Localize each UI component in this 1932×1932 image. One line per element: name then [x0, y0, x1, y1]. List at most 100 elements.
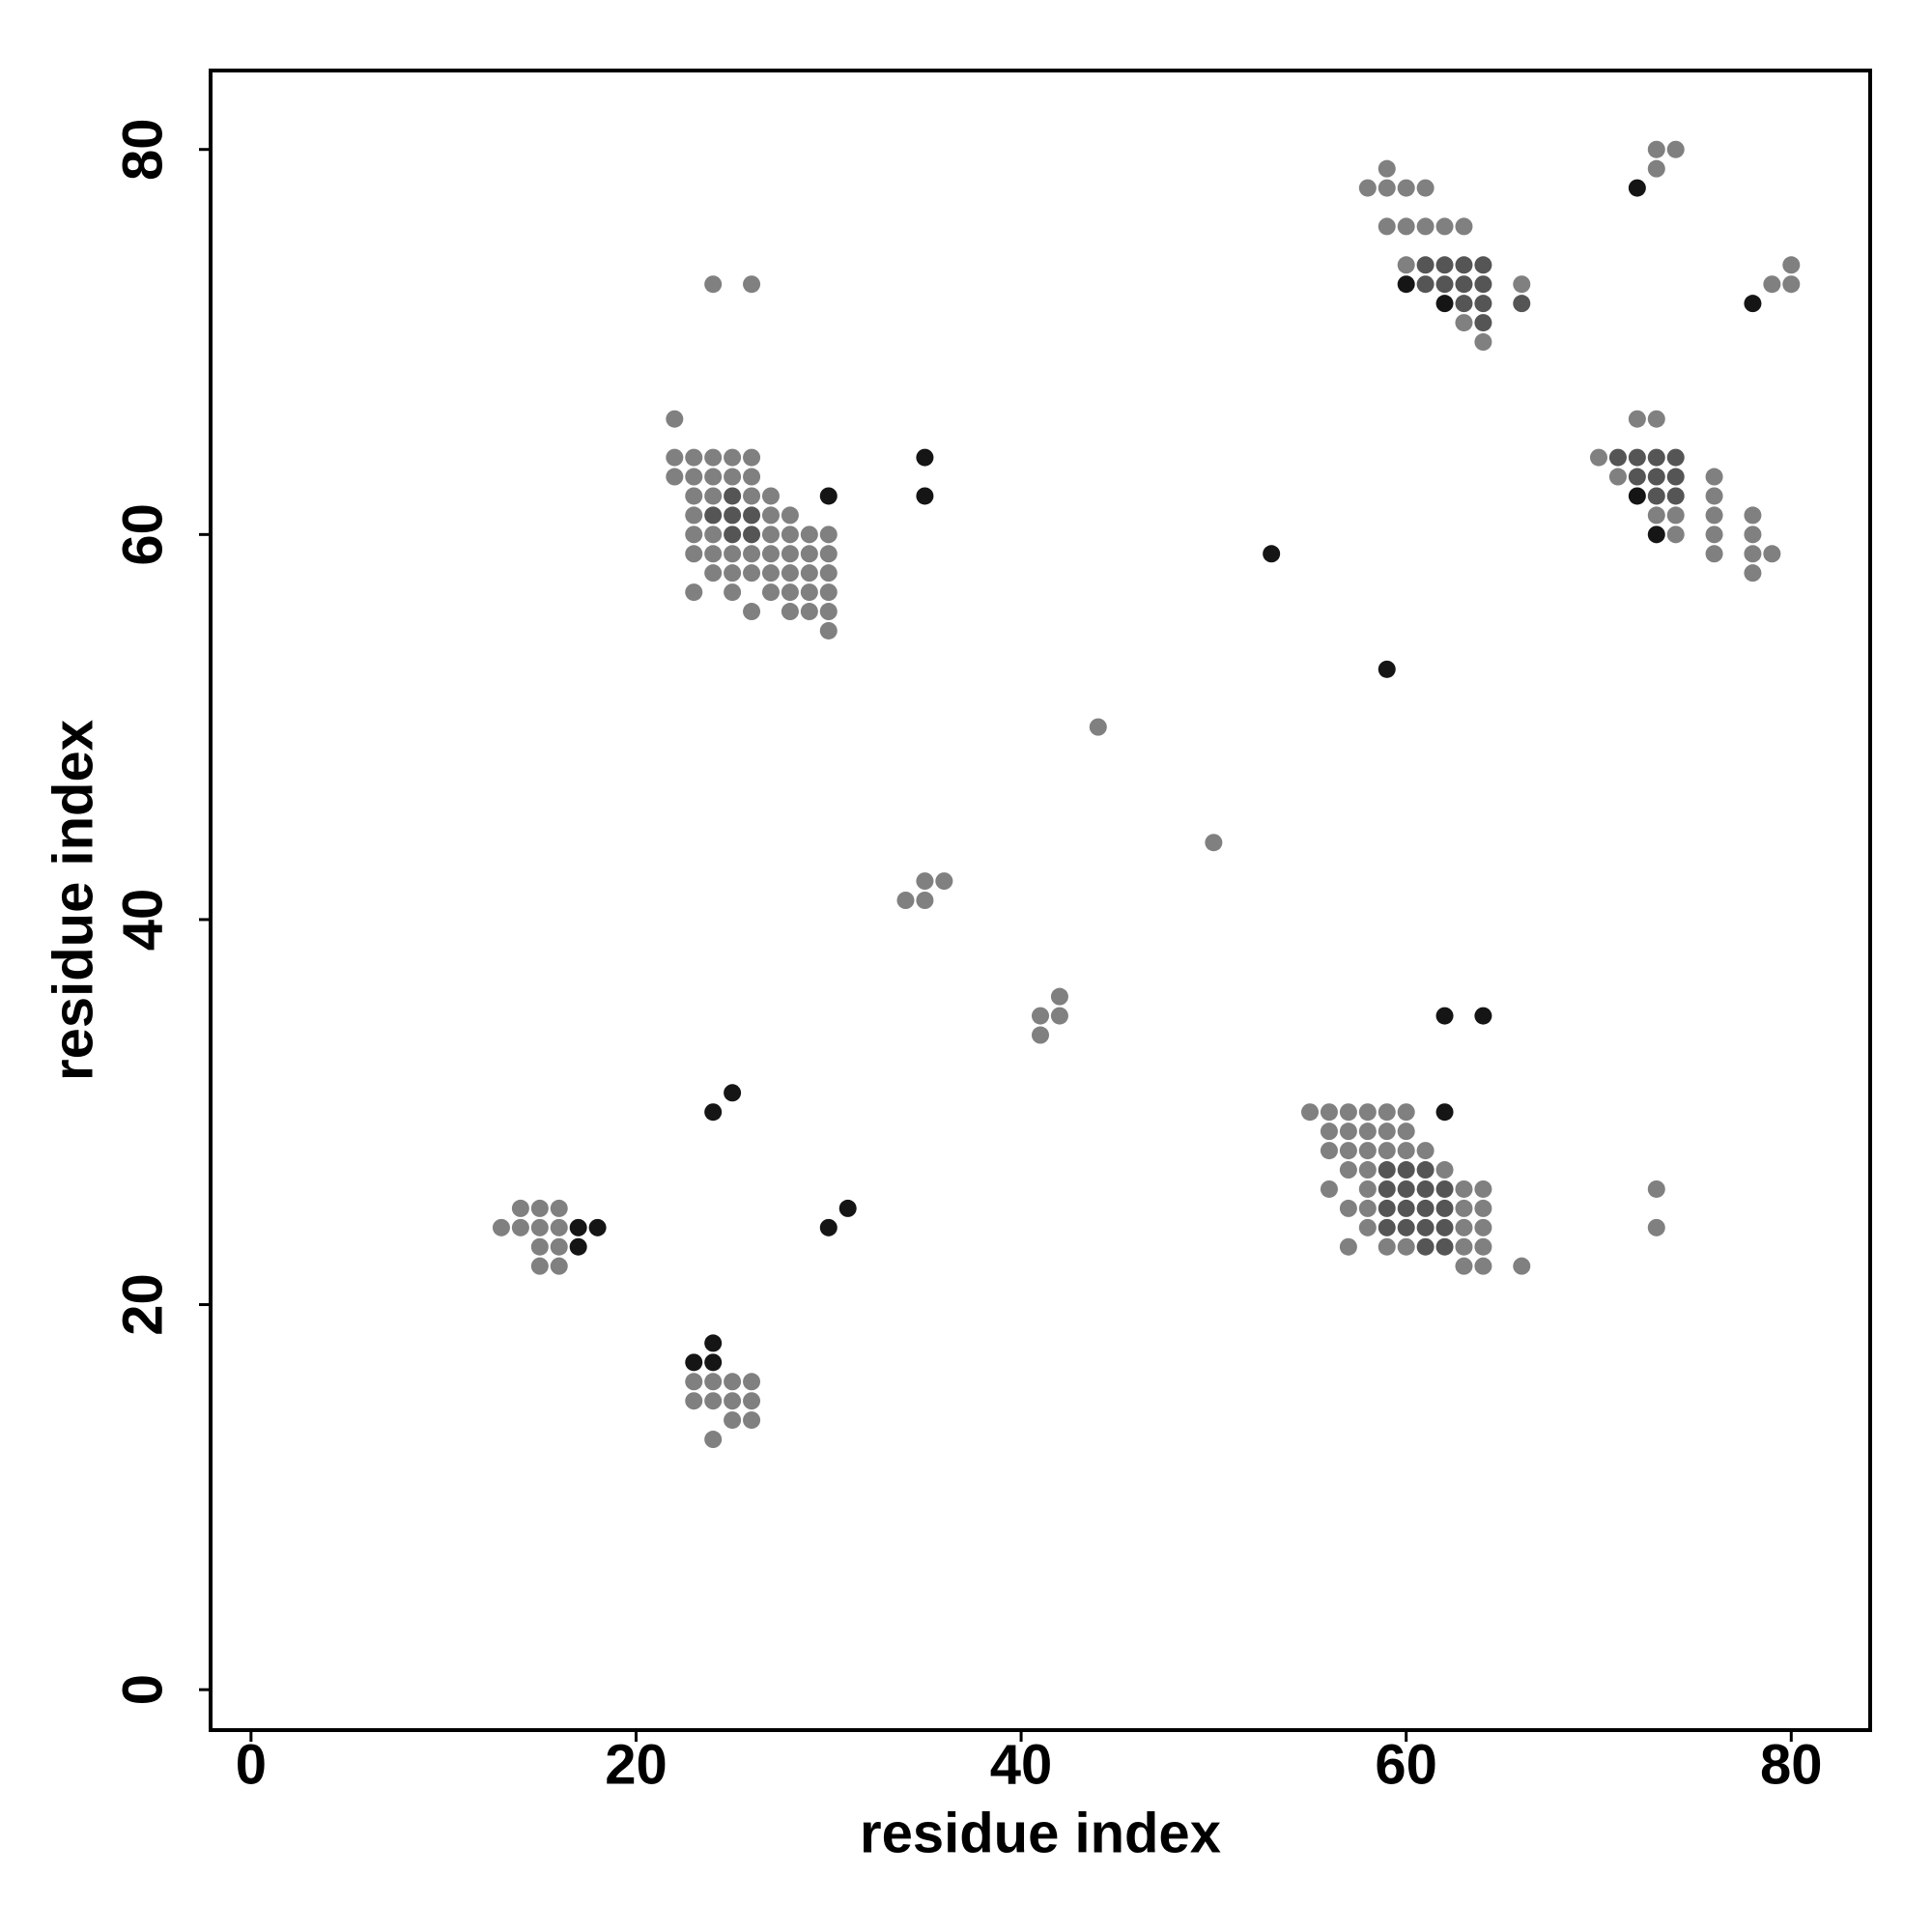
contact-point: [1435, 295, 1454, 313]
contact-point: [724, 564, 742, 582]
contact-point: [530, 1237, 549, 1256]
contact-point: [916, 448, 934, 467]
contact-point: [1301, 1103, 1320, 1122]
contact-point: [1474, 333, 1492, 352]
contact-point: [1397, 1199, 1415, 1217]
contact-point: [916, 487, 934, 505]
contact-point: [1705, 506, 1723, 525]
contact-point: [1378, 1218, 1396, 1236]
contact-point: [1416, 179, 1435, 197]
contact-point: [1455, 1237, 1473, 1256]
contact-point: [781, 583, 799, 602]
contact-point: [1358, 1122, 1377, 1141]
y-tick-label: 40: [111, 889, 174, 952]
contact-point: [761, 506, 780, 525]
contact-point: [1455, 1218, 1473, 1236]
contact-point: [935, 872, 953, 891]
contact-point: [1339, 1199, 1357, 1217]
contact-point: [819, 564, 838, 582]
contact-point: [1628, 410, 1646, 428]
contact-point: [1474, 314, 1492, 332]
contact-point: [1744, 295, 1762, 313]
contact-point: [1435, 1103, 1454, 1122]
contact-point: [761, 583, 780, 602]
contact-point: [1628, 487, 1646, 505]
contact-point: [761, 564, 780, 582]
x-tick-label: 60: [1375, 1733, 1437, 1796]
contact-point: [530, 1218, 549, 1236]
contact-point: [1435, 217, 1454, 236]
contact-point: [569, 1237, 587, 1256]
contact-point: [1435, 1007, 1454, 1025]
contact-point: [724, 526, 742, 544]
contact-point: [916, 892, 934, 909]
contact-point: [838, 1199, 857, 1217]
contact-point: [1647, 448, 1665, 467]
contact-point: [1455, 275, 1473, 294]
contact-point: [1666, 140, 1685, 158]
contact-point: [743, 487, 761, 505]
contact-point: [1397, 217, 1415, 236]
contact-point: [1378, 660, 1396, 678]
contact-point: [550, 1199, 568, 1217]
contact-point: [550, 1257, 568, 1275]
contact-point: [1416, 1161, 1435, 1179]
contact-point: [724, 1373, 742, 1391]
contact-point: [1744, 506, 1762, 525]
contact-point: [1474, 1218, 1492, 1236]
contact-point: [1378, 1161, 1396, 1179]
contact-point: [819, 1218, 838, 1236]
contact-point: [1339, 1103, 1357, 1122]
contact-point: [1513, 295, 1531, 313]
contact-point: [1455, 1257, 1473, 1275]
contact-point: [1705, 526, 1723, 544]
contact-point: [1608, 448, 1627, 467]
contact-point: [761, 545, 780, 563]
contact-point: [743, 603, 761, 621]
contact-point: [1628, 468, 1646, 486]
contact-point: [511, 1199, 529, 1217]
contact-point: [1089, 718, 1107, 736]
contact-point: [1435, 1179, 1454, 1198]
contact-point: [724, 1084, 742, 1102]
y-tick-label: 0: [111, 1674, 174, 1705]
contact-point: [1378, 1199, 1396, 1217]
contact-point: [704, 506, 723, 525]
contact-point: [743, 564, 761, 582]
contact-point: [761, 526, 780, 544]
contact-point: [724, 583, 742, 602]
contact-point: [550, 1218, 568, 1236]
contact-point: [1397, 179, 1415, 197]
contact-point: [1378, 1237, 1396, 1256]
contact-point: [1416, 1199, 1435, 1217]
contact-point: [1705, 545, 1723, 563]
contact-point: [1455, 217, 1473, 236]
contact-point: [1358, 1103, 1377, 1122]
x-tick-label: 0: [236, 1733, 267, 1796]
contact-point: [1205, 834, 1223, 852]
contact-point: [1589, 448, 1607, 467]
contact-point: [800, 583, 818, 602]
contact-point: [704, 275, 723, 294]
contact-point: [1378, 1179, 1396, 1198]
contact-point: [1435, 1199, 1454, 1217]
contact-point: [761, 487, 780, 505]
contact-point: [1358, 179, 1377, 197]
contact-point: [1647, 159, 1665, 178]
contact-point: [1339, 1237, 1357, 1256]
contact-point: [1455, 256, 1473, 274]
contact-point: [666, 448, 684, 467]
contact-point: [724, 506, 742, 525]
contact-point: [685, 487, 703, 505]
contact-point: [1416, 1179, 1435, 1198]
contact-point: [1474, 1199, 1492, 1217]
contact-point: [1455, 1179, 1473, 1198]
contact-point: [704, 1431, 723, 1449]
contact-point: [704, 545, 723, 563]
contact-point: [685, 545, 703, 563]
contact-point: [743, 526, 761, 544]
contact-point: [1320, 1142, 1338, 1160]
x-axis-label: residue index: [860, 1802, 1221, 1864]
contact-point: [1474, 256, 1492, 274]
